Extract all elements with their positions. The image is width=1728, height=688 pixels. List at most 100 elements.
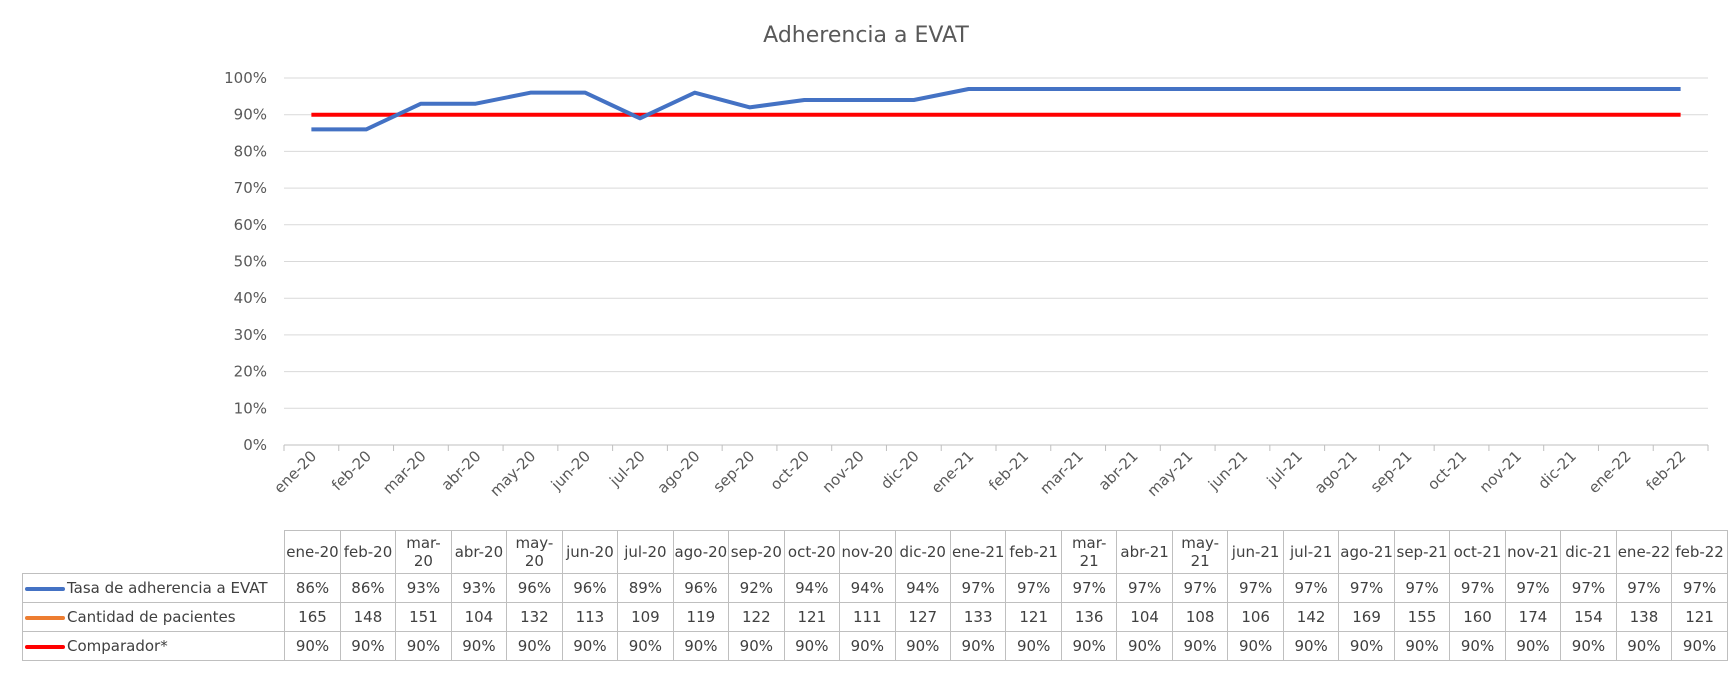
x-tick-label: jun-21 [1204,447,1251,494]
x-tick-label: jul-20 [605,447,648,490]
table-cell: 90% [1449,631,1506,661]
x-tick-label: oct-21 [1424,447,1471,494]
table-cell: 97% [1116,573,1173,603]
x-tick-label: dic-21 [1534,447,1580,493]
table-cell: 96% [672,573,730,603]
x-tick-label: jul-21 [1263,447,1306,490]
y-tick-label: 0% [243,436,267,454]
table-header-cell: sep-20 [728,530,785,574]
table-header-cell: ago-20 [672,530,730,574]
table-cell: 90% [728,631,785,661]
table-corner [22,530,286,574]
x-tick-label: feb-20 [328,447,375,494]
table-cell: 174 [1504,602,1562,632]
y-tick-label: 100% [224,69,267,87]
table-cell: 108 [1171,602,1229,632]
x-tick-label: nov-21 [1476,447,1525,496]
table-cell: 90% [1504,631,1562,661]
x-tick-label: feb-22 [1642,447,1689,494]
x-tick-label: ago-21 [1311,447,1361,497]
data-table: ene-20 feb-20 mar- 20 abr-20 may- 20 jun-20 ju… [21,530,1728,661]
table-header-cell: abr-21 [1116,530,1173,574]
table-cell: 90% [1338,631,1395,661]
table-cell: 90% [894,631,951,661]
table-header-cell: nov-21 [1504,530,1562,574]
table-header-cell: mar- 21 [1060,530,1118,574]
table-cell: 89% [617,573,674,603]
table-cell: 97% [1504,573,1562,603]
x-tick-label: ene-22 [1585,447,1635,497]
y-tick-label: 80% [234,142,267,160]
y-tick-label: 60% [234,216,267,234]
series-line-0 [311,87,1681,132]
series-name: Tasa de adherencia a EVAT [67,579,268,597]
table-header-cell: jul-21 [1282,530,1340,574]
table-cell: 111 [839,602,896,632]
table-cell: 90% [783,631,841,661]
table-header-cell: may- 21 [1171,530,1229,574]
x-tick-label: ago-20 [654,447,704,497]
table-header-cell: oct-21 [1449,530,1506,574]
table-cell: 90% [1116,631,1173,661]
table-cell: 86% [284,573,341,603]
x-tick-label: mar-21 [1036,447,1087,498]
table-cell: 90% [395,631,452,661]
table-cell: 96% [506,573,563,603]
table-cell: 90% [339,631,397,661]
x-tick-label: dic-20 [877,447,923,493]
table-cell: 97% [1338,573,1395,603]
x-tick-label: feb-21 [985,447,1032,494]
legend-key [25,586,65,591]
table-row: Comparador* 90% 90% 90% 90% 90% 90% 90% 90% 90% 90… [21,631,1728,661]
y-tick-label: 90% [234,106,267,124]
table-header-cell: sep-21 [1393,530,1451,574]
table-cell: 90% [561,631,619,661]
table-cell: 90% [1393,631,1451,661]
series-name: Comparador* [67,637,168,655]
table-cell: 160 [1449,602,1506,632]
table-cell: 121 [1671,602,1728,632]
x-tick-label: abr-20 [438,447,485,494]
table-cell: 90% [1282,631,1340,661]
x-tick-label: sep-20 [710,447,759,496]
table-cell: 90% [1671,631,1728,661]
table-cell: 104 [1116,602,1173,632]
table-cell: 97% [1560,573,1617,603]
table-cell: 97% [1171,573,1229,603]
x-tick-label: jun-20 [547,447,594,494]
table-cell: 94% [783,573,841,603]
table-header-cell: oct-20 [783,530,841,574]
table-header-cell: dic-21 [1560,530,1617,574]
table-row: Tasa de adherencia a EVAT 86% 86% 93% 93% 96%… [21,573,1728,603]
y-tick-label: 70% [234,179,267,197]
x-tick-label: may-20 [486,447,539,500]
x-tick-label: nov-20 [819,447,868,496]
table-cell: 132 [506,602,563,632]
legend-entry: Tasa de adherencia a EVAT [21,573,286,603]
table-cell: 169 [1338,602,1395,632]
table-cell: 90% [1227,631,1284,661]
x-tick-label: mar-20 [379,447,430,498]
table-cell: 90% [506,631,563,661]
table-cell: 90% [839,631,896,661]
table-cell: 142 [1282,602,1340,632]
x-tick-label: sep-21 [1367,447,1416,496]
table-cell: 97% [1671,573,1728,603]
series-name: Cantidad de pacientes [67,608,236,626]
table-cell: 106 [1227,602,1284,632]
table-header-cell: feb-22 [1671,530,1728,574]
table-cell: 90% [1560,631,1617,661]
table-cell: 90% [450,631,508,661]
table-header-cell: ene-20 [284,530,341,574]
table-cell: 121 [783,602,841,632]
table-header-cell: may- 20 [506,530,563,574]
table-header-cell: feb-21 [1005,530,1062,574]
x-tick-label: abr-21 [1095,447,1142,494]
table-cell: 133 [949,602,1007,632]
chart-title: Adherencia a EVAT [763,23,969,48]
table-cell: 97% [1060,573,1118,603]
table-row: Cantidad de pacientes 165 148 151 104 132 113 1… [21,602,1728,632]
table-cell: 90% [672,631,730,661]
table-cell: 92% [728,573,785,603]
